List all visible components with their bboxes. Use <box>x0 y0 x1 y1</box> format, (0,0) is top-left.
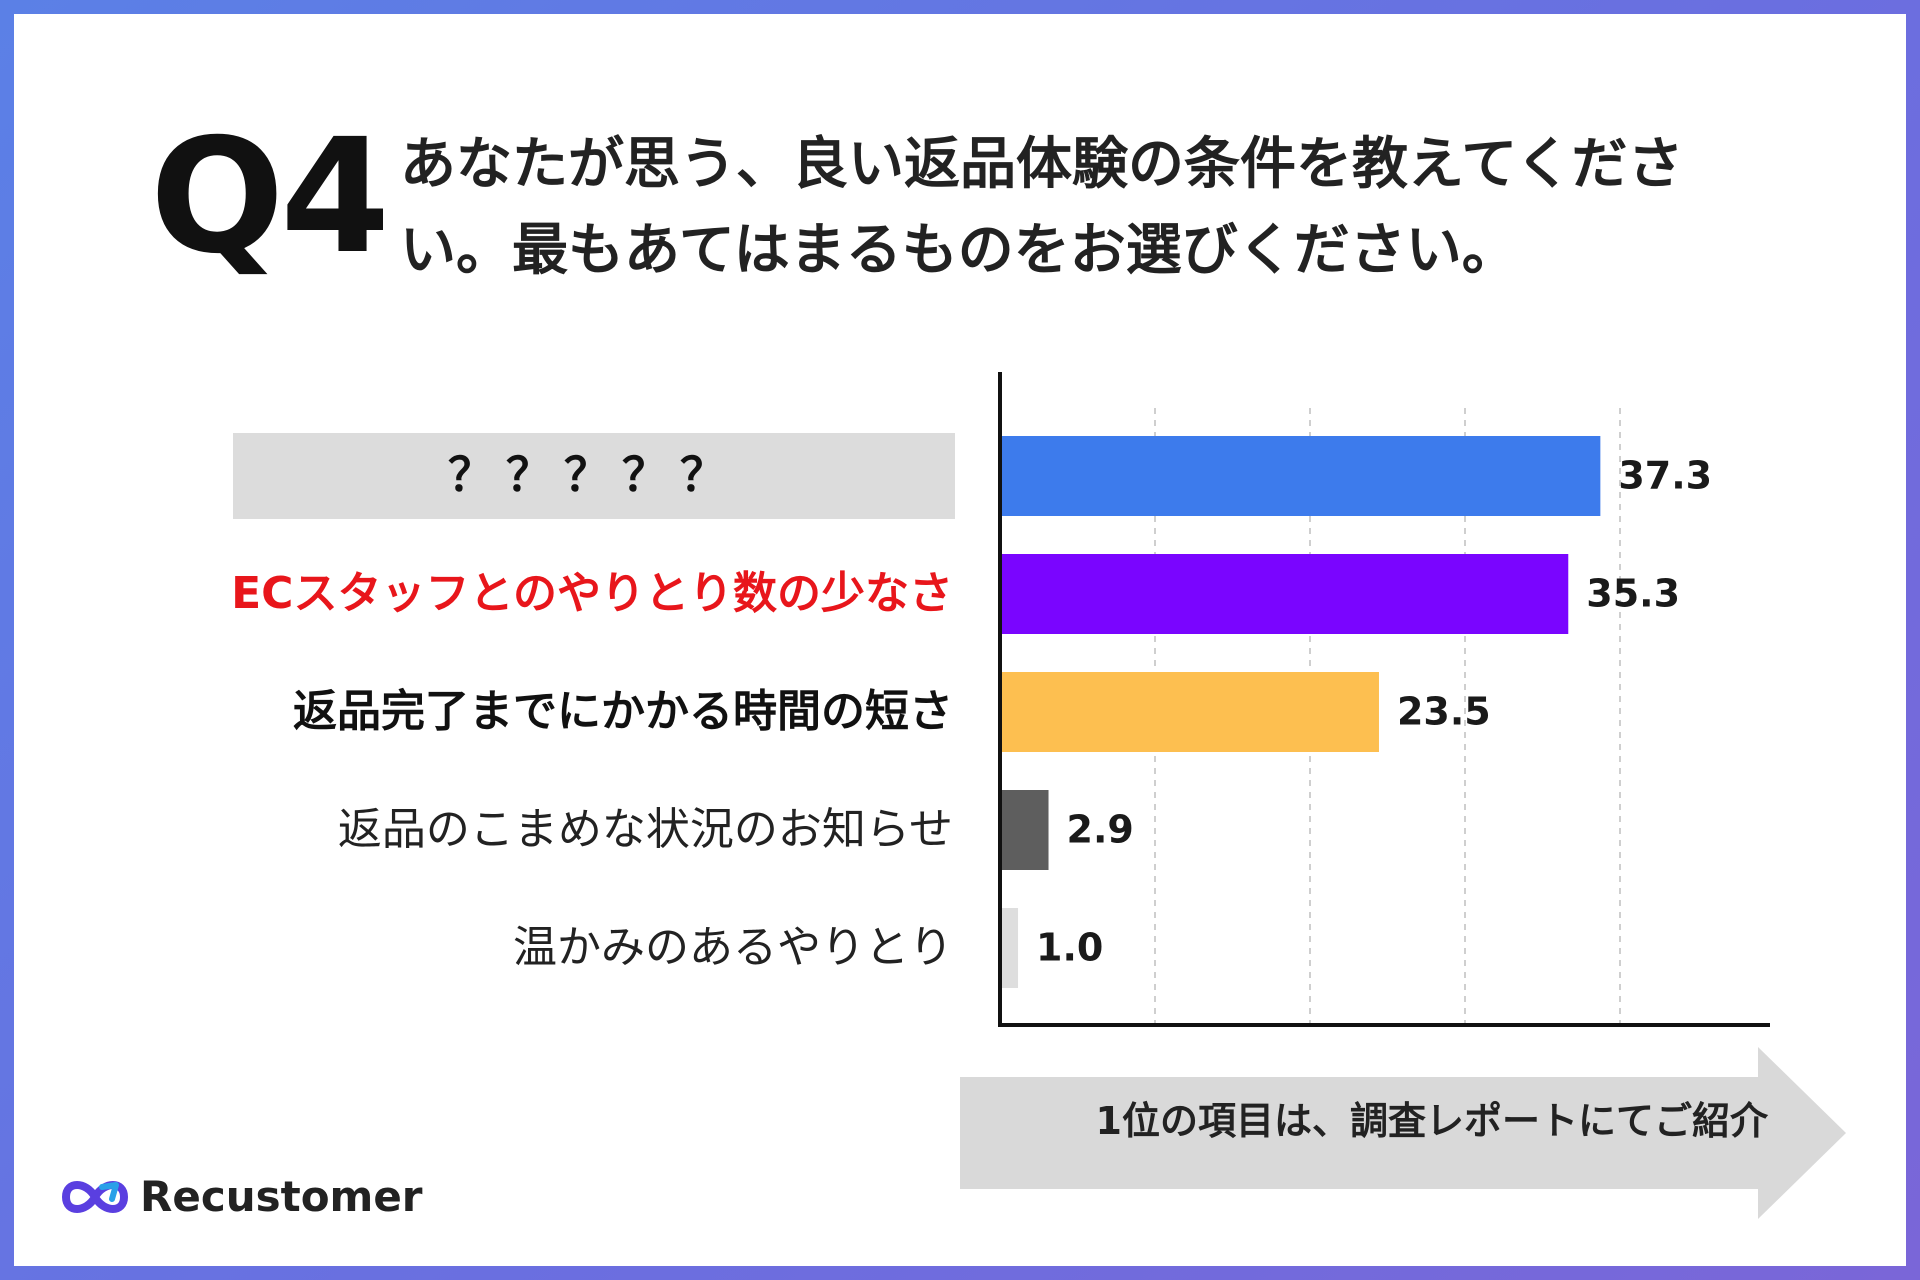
category-label: 返品のこまめな状況のお知らせ <box>338 804 953 855</box>
bar <box>1002 672 1379 752</box>
hidden-label-background <box>233 433 955 519</box>
value-labels: 37.3 35.3 23.5 2.9 1.0 <box>1036 454 1712 970</box>
infinity-arrow-icon <box>61 1180 129 1213</box>
category-label: ？？？？？ <box>448 448 738 502</box>
value-label: 2.9 <box>1067 808 1134 852</box>
bar <box>1002 436 1601 516</box>
survey-card <box>14 14 1906 1266</box>
value-label: 23.5 <box>1397 690 1491 734</box>
value-label: 1.0 <box>1036 926 1103 970</box>
category-label: 温かみのあるやりとり <box>513 922 953 973</box>
question-number: Q4 <box>150 105 390 289</box>
question-text: あなたが思う、良い返品体験の条件を教えてください。最もあてはまるものをお選びくだ… <box>400 132 1684 283</box>
bar <box>1002 908 1019 988</box>
axes <box>998 372 1770 1027</box>
bar <box>1002 790 1049 870</box>
value-label: 35.3 <box>1586 572 1680 616</box>
value-label: 37.3 <box>1618 454 1712 498</box>
recustomer-logo: Recustomer <box>58 1172 423 1221</box>
category-label: 返品完了までにかかる時間の短さ <box>293 686 953 737</box>
bars <box>1002 436 1601 988</box>
brand-name: Recustomer <box>140 1172 423 1221</box>
category-labels: ？？？？？ ECスタッフとのやりとり数の少なさ返品完了までにかかる時間の短さ返品の… <box>231 433 955 973</box>
report-arrow-text: 1位の項目は、調査レポートにてご紹介 <box>1095 1099 1768 1143</box>
bar <box>1002 554 1569 634</box>
category-label: ECスタッフとのやりとり数の少なさ <box>231 568 953 619</box>
